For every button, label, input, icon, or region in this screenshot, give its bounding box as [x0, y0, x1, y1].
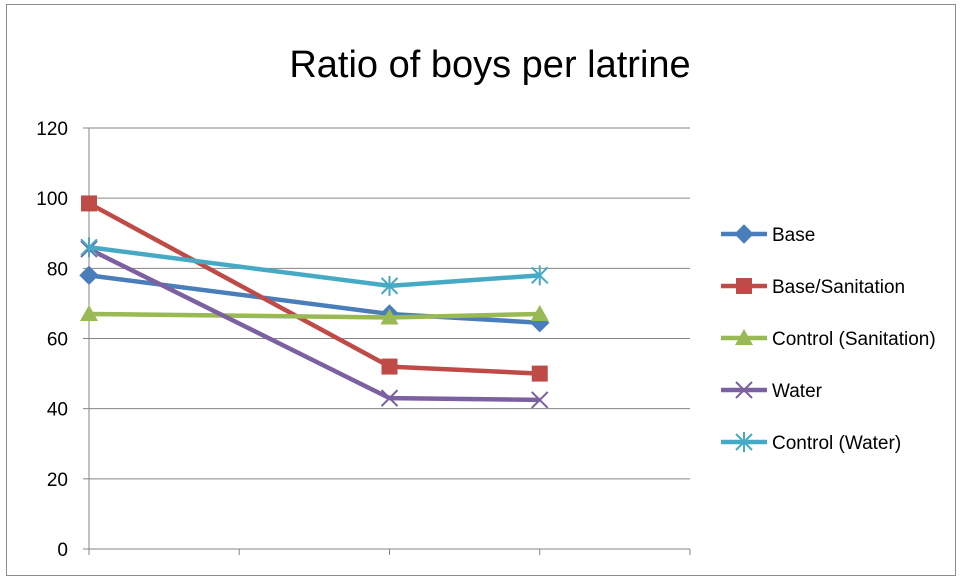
legend-marker — [734, 224, 754, 244]
series-line — [87, 201, 540, 376]
y-tick-label: 80 — [47, 259, 68, 280]
legend: Base Base/Sanitation Control (Sanitation) W… — [721, 224, 936, 454]
series-control-water — [80, 237, 549, 296]
data-point — [380, 389, 399, 407]
legend-label: Base/Sanitation — [772, 277, 905, 298]
data-point — [79, 265, 99, 286]
data-point-stroke — [380, 389, 399, 407]
chart-frame — [6, 4, 956, 576]
data-point-stroke — [531, 391, 549, 409]
y-tick-labels: 0 20 40 60 80 100 120 — [36, 119, 68, 561]
y-tick-label: 20 — [47, 470, 68, 491]
legend-label: Base — [772, 225, 815, 246]
data-point — [80, 237, 98, 258]
data-point — [531, 265, 549, 286]
series-group — [79, 195, 550, 409]
data-point — [81, 195, 97, 212]
data-point — [380, 275, 399, 296]
legend-marker — [735, 381, 753, 399]
axes — [83, 127, 691, 555]
legend-marker — [736, 278, 752, 294]
legend-item-base: Base — [721, 224, 815, 246]
y-tick-label: 120 — [36, 119, 68, 140]
data-point — [380, 308, 399, 325]
y-tick-label: 40 — [47, 400, 68, 421]
data-point — [530, 304, 549, 321]
y-tick-label: 60 — [47, 330, 68, 351]
legend-item-control-sanitation: Control (Sanitation) — [721, 329, 936, 350]
legend-marker — [735, 432, 753, 452]
data-point — [381, 358, 398, 375]
series-base-sanitation — [81, 195, 548, 382]
series-line — [88, 311, 540, 320]
series-control-sanitation — [80, 304, 549, 325]
chart-title: Ratio of boys per latrine — [289, 44, 690, 86]
legend-marker — [735, 329, 753, 345]
y-tick-label: 100 — [36, 189, 68, 210]
legend-label: Control (Sanitation) — [772, 329, 936, 350]
legend-item-water: Water — [721, 381, 823, 402]
y-tick-label: 0 — [57, 540, 68, 561]
legend-marker-stroke — [735, 381, 753, 399]
legend-label: Control (Water) — [772, 433, 901, 454]
data-point — [531, 391, 549, 409]
legend-item-control-water: Control (Water) — [721, 432, 901, 454]
data-point — [80, 304, 98, 321]
legend-label: Water — [772, 381, 823, 402]
gridlines — [89, 127, 690, 480]
data-point — [531, 365, 548, 382]
legend-item-base-sanitation: Base/Sanitation — [721, 277, 905, 298]
